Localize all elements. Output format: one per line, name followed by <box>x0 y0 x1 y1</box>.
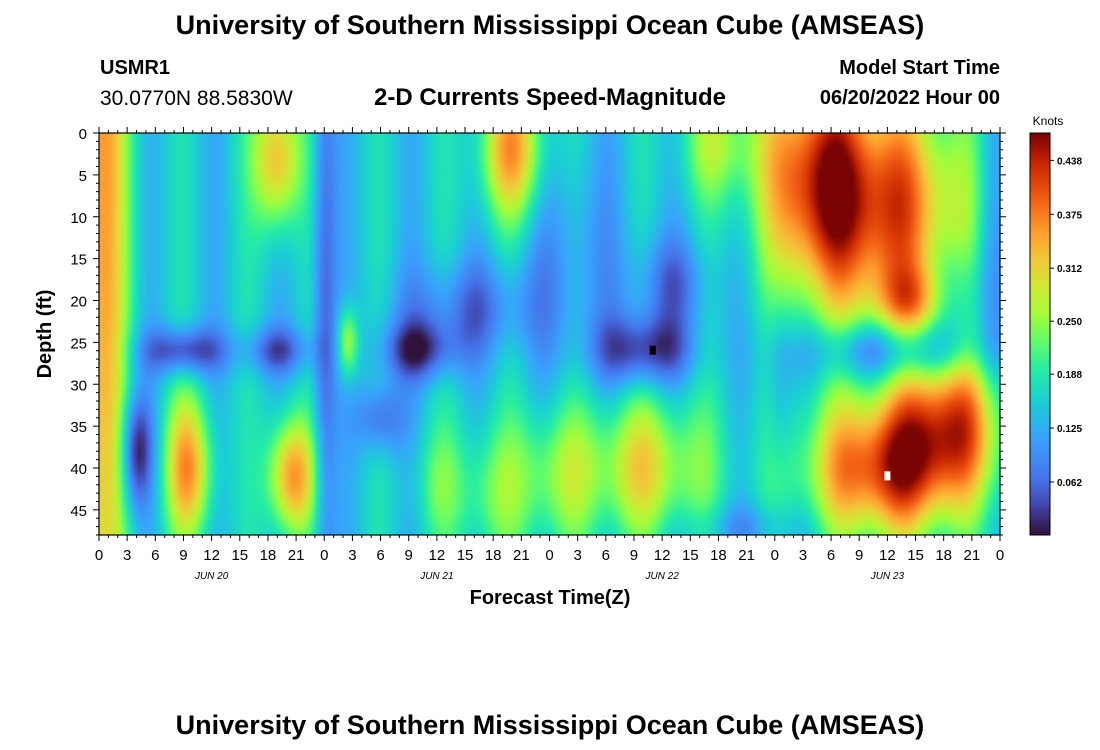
plot-frame <box>98 132 1001 536</box>
x-tick-label: 15 <box>457 547 474 564</box>
x-tick-label: 0 <box>996 547 1004 564</box>
x-tick-label: 0 <box>95 547 103 564</box>
x-tick-label: 18 <box>485 547 502 564</box>
page-title: University of Southern Mississippi Ocean… <box>175 10 925 40</box>
x-tick-label: 21 <box>964 547 981 564</box>
day-label: JUN 22 <box>644 571 679 582</box>
x-tick-label: 18 <box>935 547 952 564</box>
x-tick-label: 21 <box>513 547 530 564</box>
colorbar-tick-label: 0.375 <box>1057 210 1082 221</box>
model-start-label: Model Start Time <box>839 57 1000 79</box>
x-tick-label: 12 <box>203 547 220 564</box>
y-tick-label: 45 <box>70 503 87 520</box>
x-tick-label: 21 <box>738 547 755 564</box>
colorbar-tick-label: 0.250 <box>1057 317 1082 328</box>
x-tick-label: 6 <box>151 547 159 564</box>
x-tick-label: 3 <box>123 547 131 564</box>
x-tick-label: 15 <box>682 547 699 564</box>
y-tick-label: 30 <box>70 377 87 394</box>
heatmap-raster <box>99 133 1000 535</box>
x-tick-label: 12 <box>879 547 896 564</box>
x-tick-label: 3 <box>348 547 356 564</box>
x-tick-label: 21 <box>288 547 305 564</box>
colorbar-label: Knots <box>1033 114 1064 128</box>
y-tick-label: 0 <box>79 126 87 143</box>
x-tick-label: 12 <box>654 547 671 564</box>
day-label: JUN 23 <box>870 571 905 582</box>
x-tick-label: 9 <box>630 547 638 564</box>
x-tick-label: 9 <box>405 547 413 564</box>
colorbar-tick-label: 0.312 <box>1057 264 1082 275</box>
y-axis-label: Depth (ft) <box>34 290 56 379</box>
x-tick-label: 0 <box>320 547 328 564</box>
x-tick-label: 15 <box>231 547 248 564</box>
min-marker <box>649 345 656 355</box>
station-id: USMR1 <box>100 57 171 79</box>
colorbar-tick-label: 0.062 <box>1057 478 1082 489</box>
x-tick-label: 6 <box>376 547 384 564</box>
y-tick-label: 5 <box>79 168 87 185</box>
colorbar-tick-label: 0.188 <box>1057 370 1082 381</box>
day-label: JUN 20 <box>194 571 229 582</box>
x-tick-label: 15 <box>907 547 924 564</box>
x-tick-label: 18 <box>710 547 727 564</box>
x-tick-label: 6 <box>827 547 835 564</box>
x-tick-label: 9 <box>855 547 863 564</box>
x-tick-label: 0 <box>771 547 779 564</box>
colorbar-tick-label: 0.438 <box>1057 156 1082 167</box>
x-tick-label: 9 <box>179 547 187 564</box>
y-tick-label: 40 <box>70 461 87 478</box>
day-label: JUN 21 <box>419 571 453 582</box>
x-tick-label: 12 <box>429 547 446 564</box>
y-tick-label: 35 <box>70 419 87 436</box>
x-tick-label: 0 <box>545 547 553 564</box>
model-start-value: 06/20/2022 Hour 00 <box>819 87 1000 109</box>
y-tick-label: 10 <box>70 210 87 227</box>
colorbar <box>1030 133 1050 535</box>
x-tick-label: 3 <box>573 547 581 564</box>
x-tick-label: 3 <box>799 547 807 564</box>
bottom-title: University of Southern Mississippi Ocean… <box>175 710 925 740</box>
x-tick-label: 18 <box>260 547 277 564</box>
max-marker <box>884 471 891 481</box>
colorbar-tick-label: 0.125 <box>1057 424 1082 435</box>
y-tick-label: 20 <box>70 294 87 311</box>
station-coordinates: 30.0770N 88.5830W <box>100 87 293 110</box>
chart-title: 2-D Currents Speed-Magnitude <box>373 84 727 111</box>
x-tick-label: 6 <box>602 547 610 564</box>
y-tick-label: 25 <box>70 335 87 352</box>
colorbar-frame <box>1029 132 1051 536</box>
x-axis-label: Forecast Time(Z) <box>470 587 631 609</box>
y-tick-label: 15 <box>70 252 87 269</box>
